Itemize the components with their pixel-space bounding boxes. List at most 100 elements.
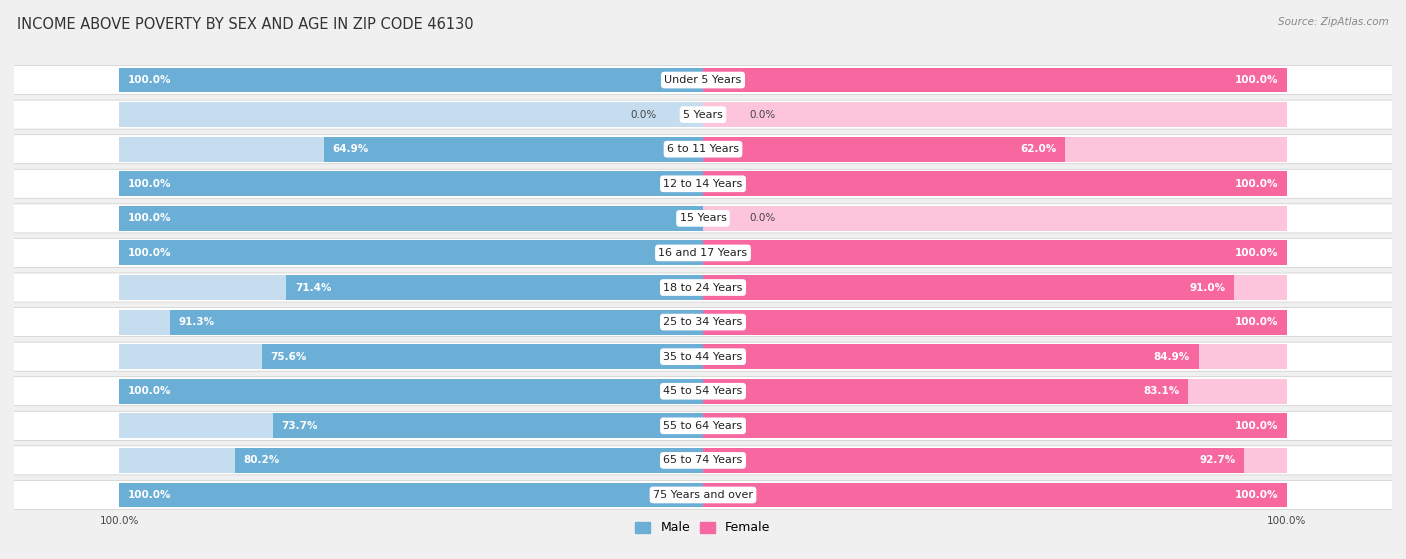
Bar [273,413,703,438]
Text: 6 to 11 Years: 6 to 11 Years [666,144,740,154]
Bar [120,379,703,404]
Bar [120,68,703,92]
Text: 100.0%: 100.0% [1234,248,1278,258]
FancyBboxPatch shape [0,377,1406,406]
Bar [120,206,703,231]
FancyBboxPatch shape [0,446,1406,475]
Text: 0.0%: 0.0% [630,110,657,120]
Text: 100.0%: 100.0% [100,516,139,526]
Bar [120,344,703,369]
FancyBboxPatch shape [0,100,1406,129]
Bar [703,102,1286,127]
Text: 35 to 44 Years: 35 to 44 Years [664,352,742,362]
FancyBboxPatch shape [0,342,1406,371]
Text: 100.0%: 100.0% [128,490,172,500]
Bar [120,137,703,162]
Bar [120,68,703,92]
FancyBboxPatch shape [0,307,1406,337]
Bar [703,413,1286,438]
Bar [120,482,703,508]
Bar [120,448,703,473]
Bar [120,275,703,300]
Text: 100.0%: 100.0% [128,214,172,224]
FancyBboxPatch shape [0,238,1406,267]
FancyBboxPatch shape [0,204,1406,233]
Text: 100.0%: 100.0% [128,75,172,85]
Bar [323,137,703,162]
Bar [120,310,703,334]
Bar [703,171,1286,196]
Text: 84.9%: 84.9% [1154,352,1189,362]
Bar [703,413,1286,438]
FancyBboxPatch shape [0,169,1406,198]
Bar [703,482,1286,508]
Bar [703,379,1188,404]
FancyBboxPatch shape [0,480,1406,509]
FancyBboxPatch shape [0,65,1406,94]
Text: INCOME ABOVE POVERTY BY SEX AND AGE IN ZIP CODE 46130: INCOME ABOVE POVERTY BY SEX AND AGE IN Z… [17,17,474,32]
Text: 15 Years: 15 Years [679,214,727,224]
Bar [170,310,703,334]
Text: 91.0%: 91.0% [1189,282,1226,292]
Bar [703,448,1286,473]
Text: Under 5 Years: Under 5 Years [665,75,741,85]
Text: 100.0%: 100.0% [1234,75,1278,85]
Bar [287,275,703,300]
Text: 71.4%: 71.4% [295,282,332,292]
Bar [235,448,703,473]
Bar [703,171,1286,196]
Text: 100.0%: 100.0% [128,179,172,189]
Text: 92.7%: 92.7% [1199,456,1236,466]
Bar [120,171,703,196]
Bar [703,379,1286,404]
Bar [703,137,1286,162]
Text: 100.0%: 100.0% [128,386,172,396]
Text: 0.0%: 0.0% [749,110,776,120]
Bar [120,413,703,438]
Text: 100.0%: 100.0% [1267,516,1306,526]
Text: 83.1%: 83.1% [1143,386,1180,396]
Text: 12 to 14 Years: 12 to 14 Years [664,179,742,189]
Text: 100.0%: 100.0% [1234,490,1278,500]
Bar [120,379,703,404]
Text: 64.9%: 64.9% [333,144,370,154]
FancyBboxPatch shape [0,135,1406,164]
FancyBboxPatch shape [0,273,1406,302]
Bar [262,344,703,369]
Text: 62.0%: 62.0% [1019,144,1056,154]
Bar [703,275,1234,300]
Text: 25 to 34 Years: 25 to 34 Years [664,317,742,327]
Bar [703,240,1286,266]
Text: 75 Years and over: 75 Years and over [652,490,754,500]
Text: 16 and 17 Years: 16 and 17 Years [658,248,748,258]
Bar [703,482,1286,508]
Bar [703,137,1064,162]
Text: 80.2%: 80.2% [243,456,280,466]
Text: 100.0%: 100.0% [128,248,172,258]
Text: 65 to 74 Years: 65 to 74 Years [664,456,742,466]
Bar [120,482,703,508]
Bar [703,344,1199,369]
Bar [120,206,703,231]
Text: 100.0%: 100.0% [1234,179,1278,189]
Text: 45 to 54 Years: 45 to 54 Years [664,386,742,396]
Text: 91.3%: 91.3% [179,317,215,327]
Bar [703,206,1286,231]
Text: 100.0%: 100.0% [1234,421,1278,431]
Bar [703,275,1286,300]
FancyBboxPatch shape [0,411,1406,440]
Bar [120,240,703,266]
Bar [703,68,1286,92]
Text: 75.6%: 75.6% [270,352,307,362]
Bar [703,310,1286,334]
Bar [703,68,1286,92]
Bar [120,171,703,196]
Text: 100.0%: 100.0% [1234,317,1278,327]
Text: 18 to 24 Years: 18 to 24 Years [664,282,742,292]
Bar [120,102,703,127]
Legend: Male, Female: Male, Female [630,517,776,539]
Text: 73.7%: 73.7% [281,421,318,431]
Text: 5 Years: 5 Years [683,110,723,120]
Text: 55 to 64 Years: 55 to 64 Years [664,421,742,431]
Text: 0.0%: 0.0% [749,214,776,224]
